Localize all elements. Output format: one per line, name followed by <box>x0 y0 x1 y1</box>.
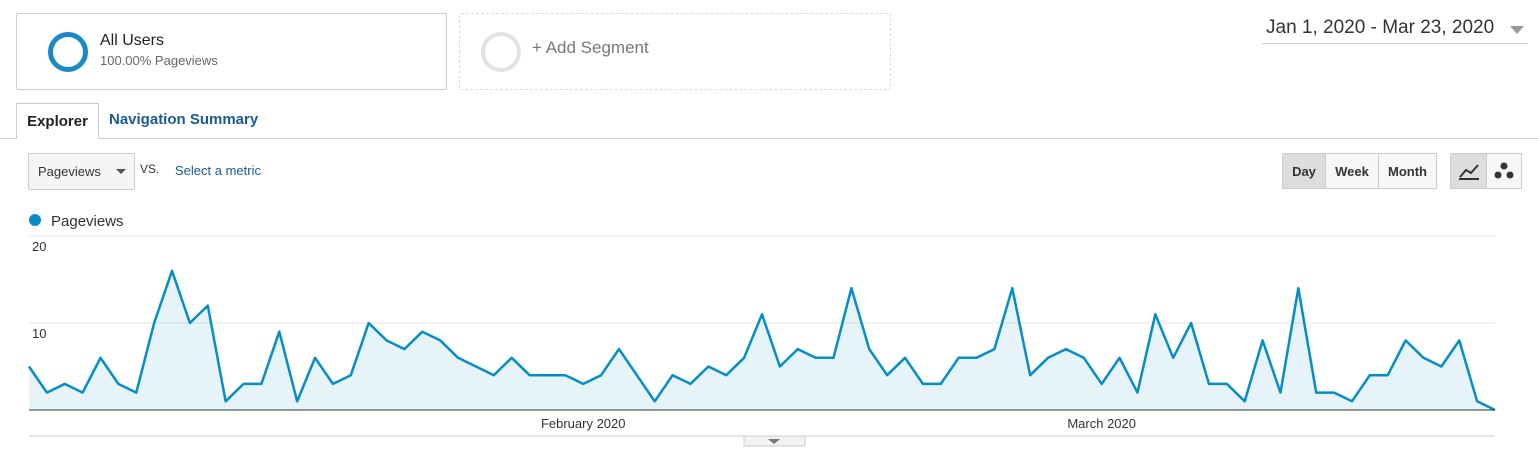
tab[interactable]: Navigation Summary <box>109 111 259 128</box>
granularity-button[interactable]: Week <box>1325 153 1379 189</box>
granularity-button[interactable]: Day <box>1282 153 1326 189</box>
segment-ring <box>481 32 521 72</box>
date-picker[interactable]: Jan 1, 2020 - Mar 23, 2020 <box>1262 16 1528 44</box>
motion-chart-toggle[interactable] <box>1486 153 1522 189</box>
metric-dropdown[interactable]: Pageviews <box>28 153 135 190</box>
segment-name: All Users <box>100 32 165 49</box>
area <box>29 270 1495 410</box>
x-tick-label: March 2020 <box>1067 416 1136 431</box>
vs-label: VS. <box>140 162 160 176</box>
icon <box>1494 162 1514 179</box>
segment-ring <box>48 32 88 72</box>
line-chart-toggle[interactable] <box>1450 153 1487 189</box>
select-metric[interactable]: Select a metric <box>175 163 261 178</box>
date-range: Jan 1, 2020 - Mar 23, 2020 <box>1266 17 1495 38</box>
tab[interactable]: Explorer <box>16 103 99 139</box>
x-tick-label: February 2020 <box>541 416 626 431</box>
caret <box>116 169 126 174</box>
collapse-arrow <box>768 439 780 444</box>
segment-card[interactable]: All Users 100.00% Pageviews <box>16 13 447 90</box>
granularity-button[interactable]: Month <box>1378 153 1437 189</box>
add-segment-card[interactable]: + Add Segment <box>459 13 891 90</box>
legend-marker <box>29 214 41 226</box>
y-tick-label: 10 <box>32 326 46 341</box>
caret <box>1510 26 1524 34</box>
tab-rule <box>0 138 1538 139</box>
icon <box>1458 164 1479 180</box>
line <box>27 269 1496 412</box>
add-segment: + Add Segment <box>532 38 649 57</box>
segment-detail: 100.00% Pageviews <box>100 53 218 68</box>
y-tick-label: 20 <box>32 239 46 254</box>
metric-label: Pageviews <box>38 164 101 179</box>
legend-label: Pageviews <box>51 213 124 230</box>
